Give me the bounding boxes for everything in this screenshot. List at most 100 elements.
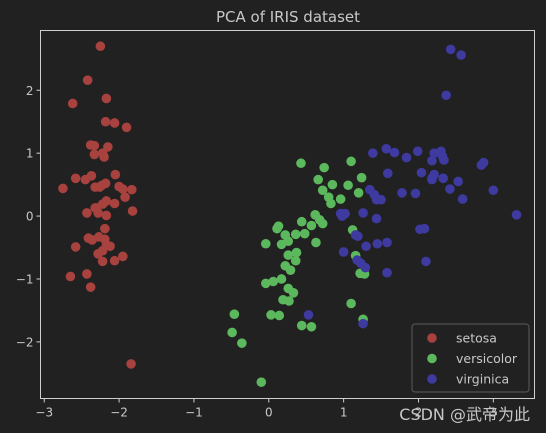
y-axis: −2 −1 0 1 2	[16, 84, 41, 349]
virginica-point	[511, 210, 522, 220]
versicolor-point	[266, 310, 276, 320]
setosa-point	[85, 282, 96, 292]
versicolor-point	[326, 198, 336, 209]
legend-marker-setosa	[427, 333, 437, 343]
setosa-point	[110, 169, 121, 180]
legend: setosa versicolor virginica	[411, 323, 530, 393]
setosa-point	[100, 223, 110, 234]
setosa-point	[82, 269, 92, 279]
setosa-point	[65, 271, 76, 282]
x-tick-label: 2	[415, 406, 423, 420]
setosa-point	[82, 75, 93, 85]
virginica-point	[372, 238, 383, 249]
versicolor-point	[306, 321, 317, 332]
virginica-point	[445, 184, 455, 194]
legend-label-versicolor: versicolor	[456, 351, 518, 366]
setosa-point	[67, 98, 78, 109]
versicolor-point	[356, 172, 367, 183]
setosa-point	[89, 140, 100, 151]
virginica-point	[427, 173, 437, 184]
virginica-point	[416, 167, 427, 178]
versicolor-point	[346, 298, 356, 309]
setosa-point	[127, 206, 138, 216]
virginica-point	[427, 155, 437, 166]
versicolor-point	[274, 310, 285, 321]
y-tick-label: 0	[26, 210, 34, 224]
versicolor-point	[353, 187, 364, 198]
versicolor-point	[291, 247, 302, 258]
versicolor-point	[343, 180, 353, 191]
legend-label-virginica: virginica	[456, 372, 509, 387]
virginica-point	[368, 148, 378, 158]
virginica-point	[478, 157, 489, 168]
virginica-point	[397, 187, 407, 198]
setosa-point	[101, 196, 112, 206]
versicolor-point	[311, 237, 321, 248]
setosa-point	[86, 171, 97, 181]
setosa-point	[120, 192, 130, 203]
versicolor-point	[327, 179, 338, 190]
virginica-point	[410, 188, 421, 199]
y-tick-label: 2	[26, 84, 34, 98]
versicolor-point	[227, 327, 237, 338]
setosa-point	[101, 210, 112, 221]
virginica-point	[371, 194, 382, 205]
virginica-point	[488, 185, 499, 196]
setosa-point	[109, 118, 120, 128]
setosa-point	[109, 255, 120, 266]
setosa-point	[97, 256, 108, 267]
virginica-point	[415, 224, 425, 235]
versicolor-point	[306, 220, 317, 231]
versicolor-point	[317, 185, 328, 196]
setosa-point	[105, 241, 115, 252]
setosa-point	[82, 208, 92, 218]
versicolor-point	[272, 223, 282, 234]
versicolor-point	[284, 296, 294, 306]
virginica-point	[439, 155, 449, 165]
setosa-point	[101, 93, 112, 104]
virginica-point	[361, 241, 371, 252]
y-tick-label: −2	[16, 335, 34, 349]
virginica-point	[382, 267, 392, 278]
versicolor-point	[313, 174, 323, 185]
setosa-point	[58, 183, 68, 194]
versicolor-point	[317, 218, 328, 229]
setosa-point	[93, 249, 103, 259]
setosa-point	[127, 184, 137, 195]
versicolor-point	[276, 274, 287, 284]
virginica-point	[338, 247, 349, 257]
x-tick-label: 3	[490, 406, 498, 420]
x-tick-label: −2	[110, 406, 128, 420]
setosa-point	[100, 116, 111, 127]
virginica-point	[401, 152, 412, 163]
versicolor-point	[260, 278, 271, 289]
legend-marker-virginica	[427, 374, 437, 384]
versicolor-point	[346, 156, 356, 167]
setosa-point	[70, 173, 81, 184]
virginica-point	[303, 310, 314, 320]
setosa-point	[118, 251, 128, 262]
versicolor-point	[319, 162, 329, 173]
setosa-point	[91, 203, 102, 213]
virginica-point	[358, 318, 368, 329]
versicolor-point	[276, 239, 287, 250]
versicolor-point	[229, 309, 240, 320]
x-tick-label: −1	[185, 406, 203, 420]
virginica-point	[382, 168, 393, 179]
virginica-point	[389, 147, 400, 158]
virginica-point	[337, 211, 347, 221]
versicolor-point	[335, 194, 346, 204]
versicolor-point	[290, 229, 301, 240]
setosa-point	[109, 198, 120, 209]
setosa-point	[89, 149, 100, 160]
y-tick-label: −1	[16, 272, 34, 286]
legend-box	[411, 323, 530, 393]
virginica-point	[382, 237, 392, 248]
setosa-point	[100, 178, 111, 189]
virginica-point	[360, 262, 371, 273]
versicolor-point	[260, 238, 271, 249]
legend-label-setosa: setosa	[456, 331, 497, 346]
versicolor-point	[237, 338, 247, 348]
virginica-point	[371, 213, 382, 224]
virginica-point	[456, 50, 466, 60]
